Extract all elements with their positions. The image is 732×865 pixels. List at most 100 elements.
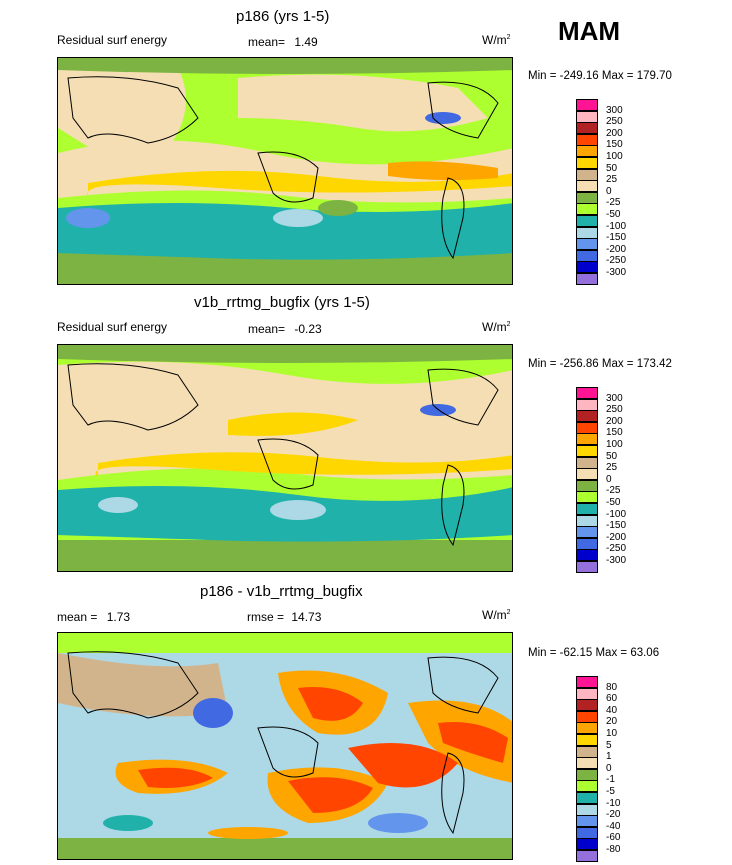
colorbar-tick-label: -20 — [606, 809, 621, 821]
colorbar-swatch — [576, 710, 598, 723]
colorbar-swatch — [576, 514, 598, 527]
colorbar-tick-label: -250 — [606, 255, 627, 267]
colorbar-swatch — [576, 850, 598, 862]
colorbar-swatch — [576, 549, 598, 562]
rmse-label: rmse = — [247, 610, 285, 624]
colorbar-swatch — [576, 249, 598, 262]
colorbar-tick-label: 200 — [606, 415, 623, 427]
colorbar-swatch — [576, 157, 598, 169]
colorbar-swatch — [576, 468, 598, 481]
colorbar-tick-label: -300 — [606, 555, 627, 566]
colorbar-swatch — [576, 526, 598, 539]
colorbar-swatch — [576, 261, 598, 274]
max-value: 179.70 — [636, 70, 672, 82]
colorbar-tick-label: 40 — [606, 704, 618, 716]
max-label: Max = — [595, 647, 628, 659]
colorbar-swatch — [576, 687, 598, 700]
colorbar-tick-label: 100 — [606, 151, 623, 162]
field-label: Residual surf energy — [57, 33, 168, 47]
panel-title: p186 - v1b_rrtmg_bugfix — [200, 583, 363, 600]
colorbar-swatch — [576, 780, 598, 793]
colorbar-swatch — [576, 433, 598, 446]
colorbar-swatch — [576, 180, 598, 193]
colorbar-tick-label: 50 — [606, 162, 618, 174]
colorbar-tick-label: -100 — [606, 508, 627, 520]
colorbar-swatch — [576, 491, 598, 504]
colorbar-tick-label: -60 — [606, 832, 621, 844]
colorbar-tick-label: -250 — [606, 543, 627, 555]
units-label: W/m2 — [482, 608, 511, 622]
min-value: -62.15 — [559, 647, 593, 659]
map-panel-2 — [57, 344, 513, 572]
colorbar-tick-label: -50 — [606, 209, 621, 220]
colorbar-swatch — [576, 537, 598, 550]
mean-readout: mean = 1.73 — [57, 610, 130, 624]
colorbar-swatch — [576, 722, 598, 735]
colorbar-tick-label: -10 — [606, 797, 621, 809]
colorbar-tick-label: -300 — [606, 267, 627, 278]
colorbar-tick-label: 150 — [606, 139, 623, 151]
min-label: Min = — [528, 70, 557, 82]
colorbar-tick-label: -25 — [606, 197, 621, 209]
mean-label: mean = — [57, 610, 98, 624]
colorbar-swatch — [576, 215, 598, 227]
colorbar-swatch — [576, 826, 598, 839]
colorbar-swatch — [576, 768, 598, 781]
colorbar-tick-label: -50 — [606, 497, 621, 508]
colorbar-tick-label: 25 — [606, 174, 618, 186]
colorbar-swatch — [576, 445, 598, 457]
colorbar-tick-label: 25 — [606, 462, 618, 474]
colorbar-swatch — [576, 757, 598, 770]
min-label: Min = — [528, 647, 557, 659]
map-contour-plot — [58, 58, 512, 284]
map-contour-plot — [58, 633, 512, 859]
colorbar-swatch — [576, 561, 598, 573]
colorbar-swatch — [576, 168, 598, 181]
mean-value: 1.49 — [294, 35, 318, 49]
min-label: Min = — [528, 358, 557, 370]
colorbar-swatch — [576, 815, 598, 828]
map-panel-3 — [57, 632, 513, 860]
field-label: Residual surf energy — [57, 320, 168, 334]
colorbar-tick-label: 20 — [606, 716, 618, 728]
colorbar-swatch — [576, 745, 598, 758]
mean-value: -0.23 — [294, 322, 322, 336]
colorbar-swatch — [576, 410, 598, 423]
colorbar-swatch — [576, 734, 598, 746]
min-max-readout: Min = -62.15 Max = 63.06 — [528, 647, 659, 659]
colorbar-tick-label: 200 — [606, 127, 623, 139]
colorbar-swatch — [576, 792, 598, 804]
colorbar-tick-label: 0 — [606, 473, 612, 485]
mean-label: mean= — [248, 322, 286, 336]
min-value: -249.16 — [559, 70, 599, 82]
rmse-readout: rmse = 14.73 — [247, 610, 321, 624]
min-max-readout: Min = -249.16 Max = 179.70 — [528, 70, 672, 82]
min-max-readout: Min = -256.86 Max = 173.42 — [528, 358, 672, 370]
map-contour-plot — [58, 345, 512, 571]
colorbar-tick-label: -200 — [606, 531, 627, 543]
colorbar-tick-label: 300 — [606, 392, 623, 404]
colorbar-2: 300 250 200 150 100 50 25 0 -25 -50 -100 -150 -200 -2… — [576, 387, 626, 573]
colorbar-swatch — [576, 133, 598, 146]
units-label: W/m2 — [482, 33, 511, 47]
colorbar-tick-label: -1 — [606, 774, 615, 786]
colorbar-tick-label: 150 — [606, 427, 623, 439]
colorbar-tick-label: 60 — [606, 693, 618, 705]
colorbar-swatch — [576, 226, 598, 239]
colorbar-swatch — [576, 503, 598, 515]
panel-title: v1b_rrtmg_bugfix (yrs 1-5) — [194, 294, 370, 311]
mean-readout: mean= -0.23 — [248, 322, 322, 336]
season-label: MAM — [558, 16, 621, 46]
colorbar-tick-label: -200 — [606, 243, 627, 255]
colorbar-swatch — [576, 110, 598, 123]
colorbar-swatch — [576, 699, 598, 712]
colorbar-tick-label: 50 — [606, 450, 618, 462]
colorbar-swatch — [576, 421, 598, 434]
colorbar-tick-label: -5 — [606, 786, 615, 797]
max-label: Max = — [601, 358, 634, 370]
colorbar-tick-label: -150 — [606, 232, 627, 244]
colorbar-swatch — [576, 398, 598, 411]
colorbar-tick-label: 80 — [606, 681, 618, 693]
mean-readout: mean= 1.49 — [248, 35, 318, 49]
colorbar-swatch — [576, 238, 598, 251]
